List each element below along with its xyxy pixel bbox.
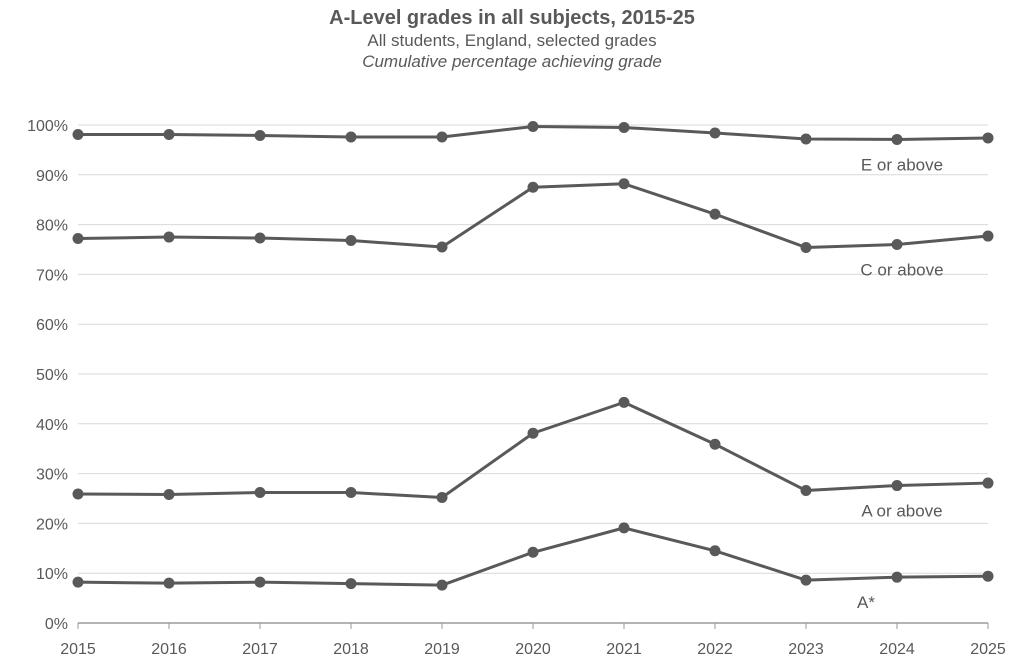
- series-label: A*: [857, 593, 875, 612]
- x-tick-label: 2021: [606, 641, 642, 658]
- data-point: [618, 396, 630, 408]
- data-point: [163, 489, 175, 501]
- y-tick-label: 20%: [36, 516, 68, 533]
- y-tick-label: 60%: [36, 317, 68, 334]
- x-axis-ticks: 2015 2016 2017 2018 2019 2020 2021 2022 2023 2024…: [60, 641, 1006, 658]
- data-point: [709, 545, 721, 557]
- x-tick-label: 2015: [60, 641, 96, 658]
- data-point: [345, 487, 357, 499]
- data-point: [800, 242, 812, 254]
- chart-titles: A-Level grades in all subjects, 2015-25 …: [0, 6, 1024, 72]
- series-line: [77, 400, 989, 500]
- x-tick-label: 2024: [879, 641, 915, 658]
- x-tick-label: 2025: [970, 641, 1006, 658]
- series-group: [72, 120, 994, 591]
- chart-title: A-Level grades in all subjects, 2015-25: [329, 7, 695, 29]
- data-point: [345, 235, 357, 247]
- data-point: [527, 546, 539, 558]
- data-point: [618, 522, 630, 534]
- series-line: [77, 182, 989, 250]
- data-point: [891, 133, 903, 145]
- data-point: [709, 438, 721, 450]
- data-point: [436, 579, 448, 591]
- y-tick-label: 80%: [36, 218, 68, 235]
- data-point: [800, 133, 812, 145]
- x-tick-label: 2023: [788, 641, 824, 658]
- data-point: [436, 131, 448, 143]
- data-point: [163, 128, 175, 140]
- data-point: [163, 577, 175, 589]
- data-point: [800, 485, 812, 497]
- y-tick-label: 50%: [36, 367, 68, 384]
- data-point: [345, 578, 357, 590]
- data-point: [72, 488, 84, 500]
- x-tick-label: 2018: [333, 641, 369, 658]
- data-point: [800, 574, 812, 586]
- data-point: [891, 239, 903, 251]
- data-point: [527, 120, 539, 132]
- series-labels: E or above C or above A or above A*: [857, 155, 944, 612]
- data-point: [982, 230, 994, 242]
- x-tick-label: 2019: [424, 641, 460, 658]
- data-point: [982, 477, 994, 489]
- data-point: [709, 208, 721, 220]
- data-point: [982, 570, 994, 582]
- y-axis-ticks: 0% 10% 20% 30% 40% 50% 60% 70% 80% 90% 100%: [27, 118, 68, 633]
- x-tick-label: 2016: [151, 641, 187, 658]
- y-tick-label: 40%: [36, 417, 68, 434]
- data-point: [72, 233, 84, 245]
- data-point: [891, 571, 903, 583]
- data-point: [72, 128, 84, 140]
- data-point: [891, 480, 903, 492]
- y-tick-label: 10%: [36, 566, 68, 583]
- x-tick-label: 2020: [515, 641, 551, 658]
- series-label: E or above: [861, 155, 943, 174]
- data-point: [527, 427, 539, 439]
- data-point: [345, 131, 357, 143]
- data-point: [72, 576, 84, 588]
- data-point: [254, 232, 266, 244]
- data-point: [618, 121, 630, 133]
- y-tick-label: 70%: [36, 267, 68, 284]
- series-label: A or above: [861, 502, 942, 521]
- x-tick-label: 2017: [242, 641, 278, 658]
- data-point: [436, 241, 448, 253]
- gridlines: [77, 124, 989, 629]
- data-point: [254, 487, 266, 499]
- data-point: [527, 181, 539, 193]
- y-tick-label: 0%: [45, 616, 68, 633]
- y-tick-label: 90%: [36, 168, 68, 185]
- data-point: [254, 576, 266, 588]
- data-point: [618, 178, 630, 190]
- chart-subtitle-italic: Cumulative percentage achieving grade: [362, 52, 662, 71]
- y-tick-label: 100%: [27, 118, 68, 135]
- data-point: [163, 231, 175, 243]
- data-point: [436, 492, 448, 504]
- data-point: [709, 127, 721, 139]
- data-point: [254, 129, 266, 141]
- y-tick-label: 30%: [36, 467, 68, 484]
- series-label: C or above: [860, 261, 943, 280]
- x-tick-label: 2022: [697, 641, 733, 658]
- data-point: [982, 132, 994, 144]
- chart-subtitle: All students, England, selected grades: [367, 31, 657, 50]
